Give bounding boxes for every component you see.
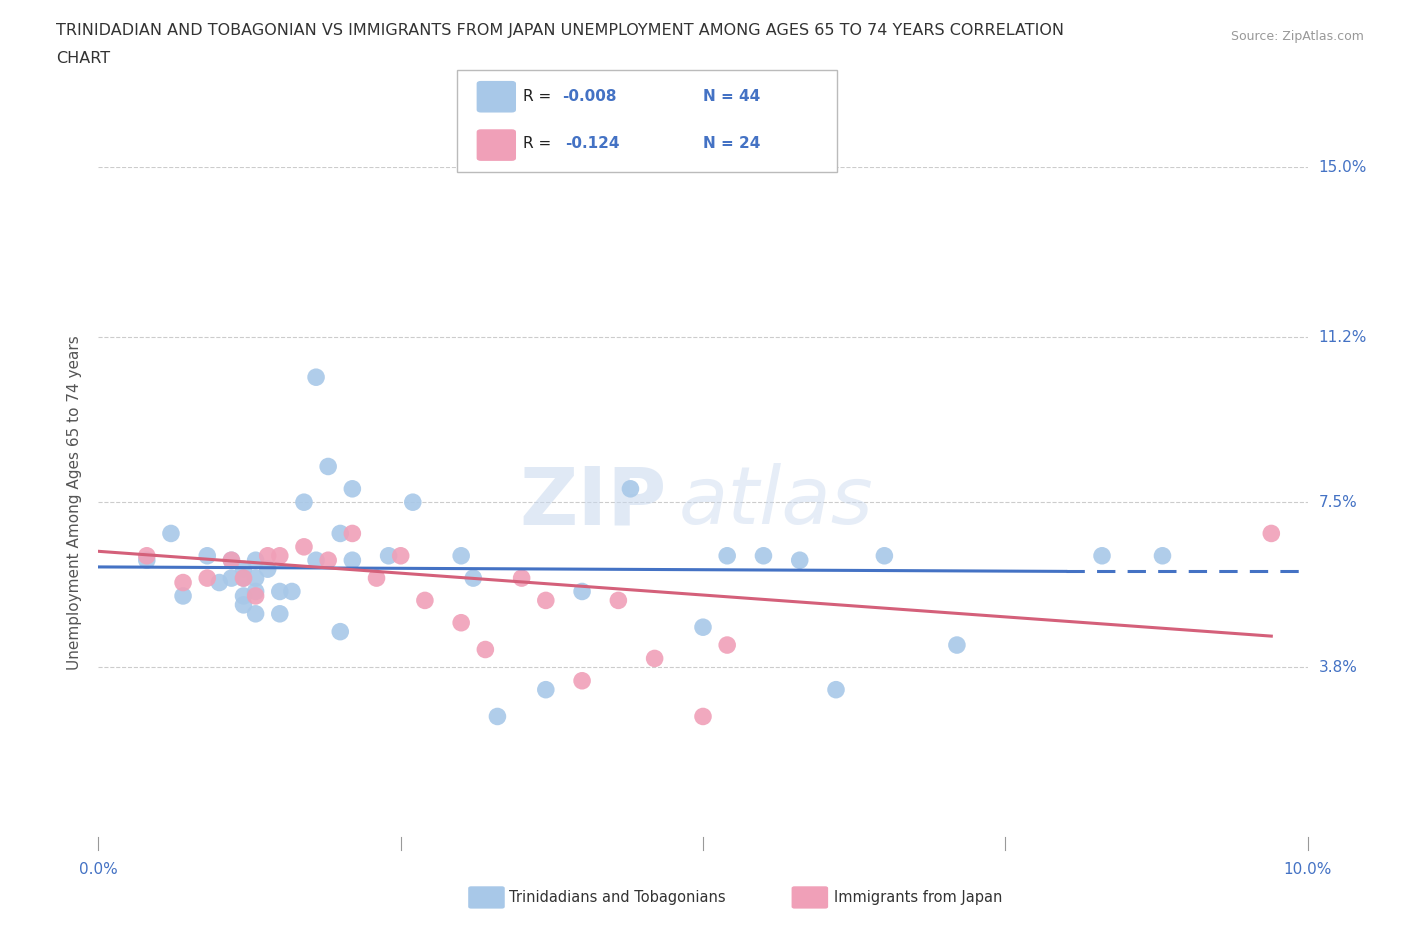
Point xyxy=(160,526,183,541)
Point xyxy=(571,584,593,599)
Point xyxy=(510,571,533,586)
Point xyxy=(221,552,243,567)
Point xyxy=(329,526,352,541)
Point xyxy=(305,552,328,567)
Point xyxy=(245,589,267,604)
Text: R =: R = xyxy=(523,89,557,104)
Point xyxy=(135,549,157,564)
Point xyxy=(281,584,304,599)
Text: Source: ZipAtlas.com: Source: ZipAtlas.com xyxy=(1230,30,1364,43)
Point xyxy=(305,370,328,385)
Point xyxy=(232,571,254,586)
Point xyxy=(607,593,630,608)
Point xyxy=(377,549,399,564)
Point xyxy=(571,673,593,688)
Point xyxy=(789,552,811,567)
Point xyxy=(1091,549,1114,564)
Point xyxy=(463,571,485,586)
Text: 15.0%: 15.0% xyxy=(1319,160,1367,175)
Point xyxy=(413,593,436,608)
Text: CHART: CHART xyxy=(56,51,110,66)
Point xyxy=(402,495,425,510)
Text: 0.0%: 0.0% xyxy=(79,862,118,877)
Point xyxy=(135,552,157,567)
Point xyxy=(450,616,472,631)
Point xyxy=(389,549,412,564)
Text: N = 24: N = 24 xyxy=(703,136,761,151)
Text: -0.008: -0.008 xyxy=(562,89,617,104)
Point xyxy=(292,495,315,510)
Point xyxy=(316,552,339,567)
Point xyxy=(232,597,254,612)
Text: Immigrants from Japan: Immigrants from Japan xyxy=(834,890,1002,905)
Point xyxy=(245,606,267,621)
Point xyxy=(221,571,243,586)
Point xyxy=(232,589,254,604)
Text: atlas: atlas xyxy=(679,463,873,541)
Point xyxy=(172,575,194,590)
Text: ZIP: ZIP xyxy=(519,463,666,541)
Point xyxy=(1152,549,1174,564)
Point xyxy=(716,549,738,564)
Point xyxy=(716,638,738,653)
Point xyxy=(269,549,291,564)
Point xyxy=(1260,526,1282,541)
Point xyxy=(644,651,666,666)
Point xyxy=(825,683,848,698)
Point xyxy=(692,619,714,634)
Point xyxy=(269,606,291,621)
Point xyxy=(245,552,267,567)
Point xyxy=(208,575,231,590)
Point xyxy=(195,549,218,564)
Point xyxy=(366,571,388,586)
Text: 7.5%: 7.5% xyxy=(1319,495,1357,510)
Point xyxy=(329,624,352,639)
Point xyxy=(342,552,364,567)
Point xyxy=(873,549,896,564)
Point xyxy=(232,571,254,586)
Point xyxy=(245,584,267,599)
Point xyxy=(292,539,315,554)
Text: -0.124: -0.124 xyxy=(565,136,620,151)
Point xyxy=(316,459,339,474)
Point xyxy=(232,562,254,577)
Point xyxy=(342,526,364,541)
Text: TRINIDADIAN AND TOBAGONIAN VS IMMIGRANTS FROM JAPAN UNEMPLOYMENT AMONG AGES 65 T: TRINIDADIAN AND TOBAGONIAN VS IMMIGRANTS… xyxy=(56,23,1064,38)
Text: 3.8%: 3.8% xyxy=(1319,660,1358,675)
Point xyxy=(221,552,243,567)
Point xyxy=(450,549,472,564)
Point xyxy=(692,709,714,724)
Text: N = 44: N = 44 xyxy=(703,89,761,104)
Text: R =: R = xyxy=(523,136,561,151)
Point xyxy=(269,584,291,599)
Point xyxy=(534,683,557,698)
Point xyxy=(486,709,509,724)
Point xyxy=(256,549,278,564)
Point xyxy=(474,642,496,657)
Point xyxy=(534,593,557,608)
Text: 11.2%: 11.2% xyxy=(1319,329,1367,344)
Point xyxy=(342,482,364,497)
Point xyxy=(245,571,267,586)
Point xyxy=(619,482,641,497)
Text: Trinidadians and Tobagonians: Trinidadians and Tobagonians xyxy=(509,890,725,905)
Point xyxy=(752,549,775,564)
Point xyxy=(256,562,278,577)
Point xyxy=(946,638,969,653)
Point xyxy=(172,589,194,604)
Y-axis label: Unemployment Among Ages 65 to 74 years: Unemployment Among Ages 65 to 74 years xyxy=(67,335,83,670)
Text: 10.0%: 10.0% xyxy=(1284,862,1331,877)
Point xyxy=(195,571,218,586)
